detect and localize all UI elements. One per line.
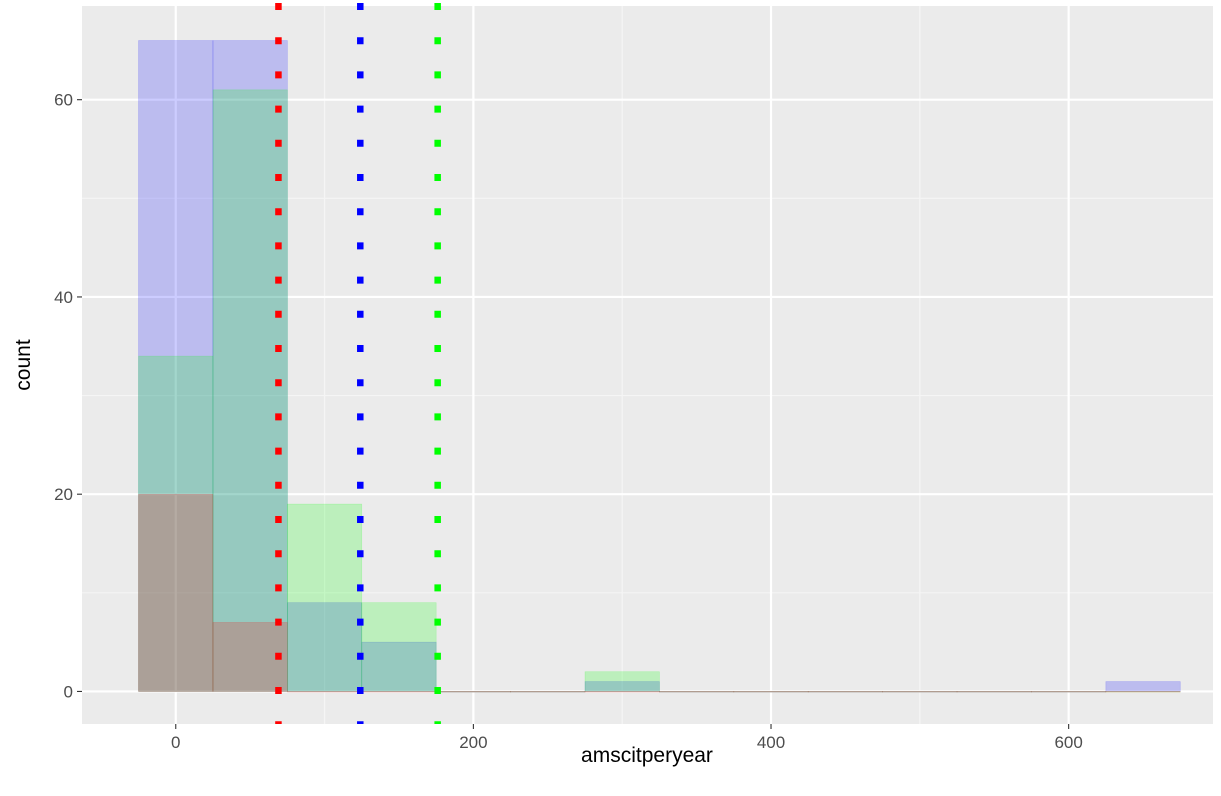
histogram-bar (882, 691, 958, 693)
histogram-bar (584, 681, 660, 692)
histogram-bar (361, 641, 437, 692)
histogram-bar (1105, 691, 1181, 693)
histogram-bar (807, 691, 883, 693)
histogram-bar (956, 691, 1032, 693)
histogram-bar (733, 691, 809, 693)
bar-series-1 (138, 89, 1181, 693)
x-tick-label: 400 (757, 733, 785, 752)
y-tick-label: 20 (54, 485, 73, 504)
x-tick-label: 600 (1054, 733, 1082, 752)
minor-gridlines (82, 6, 1213, 724)
x-tick-label: 0 (171, 733, 180, 752)
histogram-bar (733, 691, 809, 693)
histogram-bar (733, 691, 809, 693)
x-tick-label: 200 (459, 733, 487, 752)
tick-labels: 0 200 400 600 0 20 40 60 (54, 91, 1083, 752)
histogram-bars (138, 40, 1181, 693)
histogram-bar (1031, 691, 1107, 693)
y-tick-label: 0 (64, 682, 73, 701)
plot-panel (82, 6, 1213, 724)
histogram-bar (361, 691, 437, 693)
histogram-bar (1105, 691, 1181, 693)
bar-series-0 (138, 40, 1181, 693)
histogram-bar (510, 691, 586, 693)
histogram-bar (510, 691, 586, 693)
histogram-bar (212, 89, 288, 692)
histogram-bar (1031, 691, 1107, 693)
histogram-bar (584, 671, 660, 692)
histogram-bar (287, 691, 363, 693)
histogram-bar (212, 40, 288, 692)
histogram-bar (435, 691, 511, 693)
histogram-bar (956, 691, 1032, 693)
axis-ticks (77, 99, 1070, 729)
histogram-bar (659, 691, 735, 693)
histogram-bar (882, 691, 958, 693)
major-gridlines (82, 6, 1213, 724)
histogram-bar (807, 691, 883, 693)
histogram-bar (584, 691, 660, 693)
histogram-bar (956, 691, 1032, 693)
bar-series-2 (138, 493, 1181, 693)
histogram-bar (287, 602, 363, 692)
histogram-bar (138, 355, 214, 692)
x-axis-title: amscitperyear (581, 744, 713, 767)
y-axis-title: count (12, 339, 35, 391)
histogram-bar (510, 691, 586, 693)
histogram-bar (1031, 691, 1107, 693)
histogram-bar (138, 493, 214, 692)
y-tick-label: 40 (54, 288, 73, 307)
histogram-bar (659, 691, 735, 693)
histogram-bar (212, 622, 288, 692)
histogram-bar (287, 503, 363, 692)
histogram-bar (1105, 681, 1181, 692)
histogram-bar (138, 40, 214, 692)
histogram-bar (807, 691, 883, 693)
histogram-bar (882, 691, 958, 693)
y-tick-label: 60 (54, 91, 73, 110)
histogram-bar (361, 602, 437, 692)
histogram-bar (659, 691, 735, 693)
